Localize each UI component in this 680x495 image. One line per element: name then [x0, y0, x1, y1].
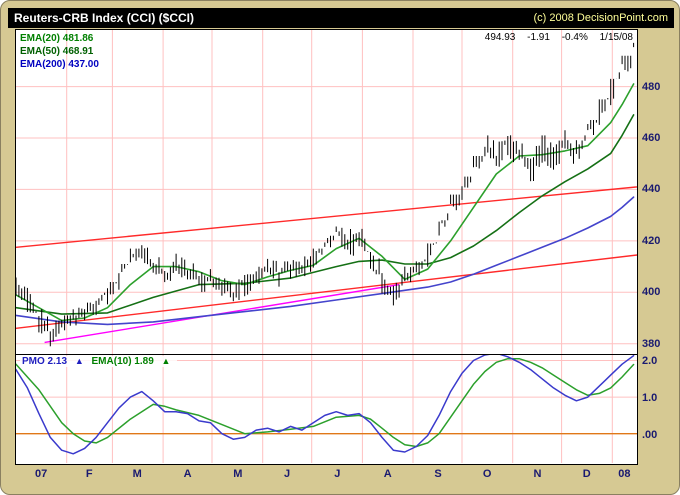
- ema-legend: EMA(20) 481.86 EMA(50) 468.91 EMA(200) 4…: [20, 32, 99, 71]
- pmo-ema10-line: [16, 357, 635, 448]
- upper-channel: [16, 186, 637, 248]
- ema10-up-arrow-icon: ▲: [161, 356, 171, 366]
- pmo-panel: PMO 2.13 ▲ EMA(10) 1.89 ▲: [15, 355, 638, 465]
- pmo-tick-label: .00: [642, 428, 658, 441]
- month-label: 08: [618, 468, 631, 480]
- price-tick-label: 460: [642, 132, 661, 144]
- pmo-plot-canvas: [16, 355, 637, 463]
- price-tick-label: 420: [642, 234, 661, 247]
- ema200-line: [16, 196, 635, 326]
- pmo-tick-label: 1.0: [642, 392, 658, 405]
- price-change-pct: -0.4%: [561, 32, 588, 43]
- month-label: N: [533, 468, 542, 480]
- pmo-up-arrow-icon: ▲: [74, 356, 84, 366]
- quote-line: 494.93 -1.91 -0.4% 1/15/08: [476, 32, 633, 43]
- ema50-line: [16, 114, 635, 315]
- pmo-legend: PMO 2.13 ▲ EMA(10) 1.89 ▲: [20, 356, 178, 367]
- month-label: 07: [35, 468, 48, 480]
- price-plot-canvas: [16, 30, 637, 354]
- copyright-text: (c) 2008 DecisionPoint.com: [533, 12, 668, 24]
- month-label: D: [582, 468, 591, 480]
- month-label: O: [482, 468, 492, 480]
- chart-title: Reuters-CRB Index (CCI) ($CCI): [14, 11, 195, 25]
- month-label: A: [383, 468, 392, 480]
- month-label: A: [183, 468, 192, 480]
- ema50-legend: EMA(50) 468.91: [20, 46, 94, 57]
- price-panel: EMA(20) 481.86 EMA(50) 468.91 EMA(200) 4…: [15, 29, 638, 355]
- pmo-value-label: PMO 2.13: [22, 356, 68, 367]
- lower-channel: [16, 254, 637, 329]
- ema20-line: [16, 83, 635, 322]
- month-label: S: [434, 468, 442, 480]
- price-tick-label: 380: [642, 337, 661, 350]
- price-change: -1.91: [527, 32, 550, 43]
- month-label: J: [334, 468, 341, 480]
- price-tick-label: 480: [642, 80, 661, 93]
- month-label: M: [233, 468, 243, 480]
- ema200-legend: EMA(200) 437.00: [20, 59, 99, 70]
- month-label: M: [132, 468, 142, 480]
- last-price: 494.93: [484, 32, 516, 43]
- pmo-line: [16, 355, 635, 455]
- price-tick-label: 440: [642, 183, 661, 196]
- pmo-ema10-label: EMA(10) 1.89: [91, 356, 154, 367]
- quote-date: 1/15/08: [599, 32, 633, 43]
- price-tick-label: 400: [642, 286, 661, 299]
- month-label: F: [85, 468, 93, 480]
- ema20-legend: EMA(20) 481.86: [20, 33, 94, 44]
- month-label: J: [283, 468, 291, 480]
- pmo-tick-label: 2.0: [642, 355, 658, 368]
- title-bar: Reuters-CRB Index (CCI) ($CCI) (c) 2008 …: [8, 8, 674, 28]
